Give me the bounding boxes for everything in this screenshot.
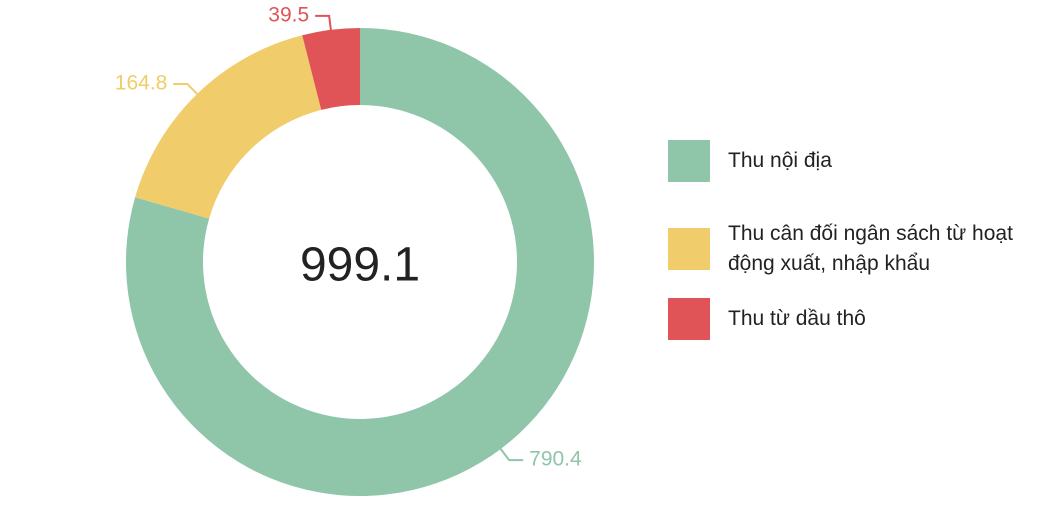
donut-segment [135, 35, 322, 219]
center-total: 999.1 [300, 239, 420, 292]
donut-segment [302, 28, 360, 110]
leader-line [498, 446, 524, 462]
legend-label: Thu cân đối ngân sách từ hoạt động xuất,… [728, 222, 1013, 275]
legend-item: Thu nội địa [668, 140, 1028, 182]
legend-label: Thu nội địa [728, 149, 832, 172]
leader-line [315, 14, 333, 32]
value-label: 790.4 [529, 448, 582, 471]
legend-swatch [668, 140, 710, 182]
legend-swatch [668, 228, 710, 270]
legend-item: Thu từ dầu thô [668, 298, 1028, 340]
legend-swatch [668, 298, 710, 340]
legend-label: Thu từ dầu thô [728, 307, 866, 330]
legend-item: Thu cân đối ngân sách từ hoạt động xuất,… [668, 219, 1028, 279]
value-label: 39.5 [268, 3, 309, 26]
leader-line [173, 82, 200, 97]
donut-segment [125, 28, 594, 497]
value-label: 164.8 [115, 72, 168, 95]
